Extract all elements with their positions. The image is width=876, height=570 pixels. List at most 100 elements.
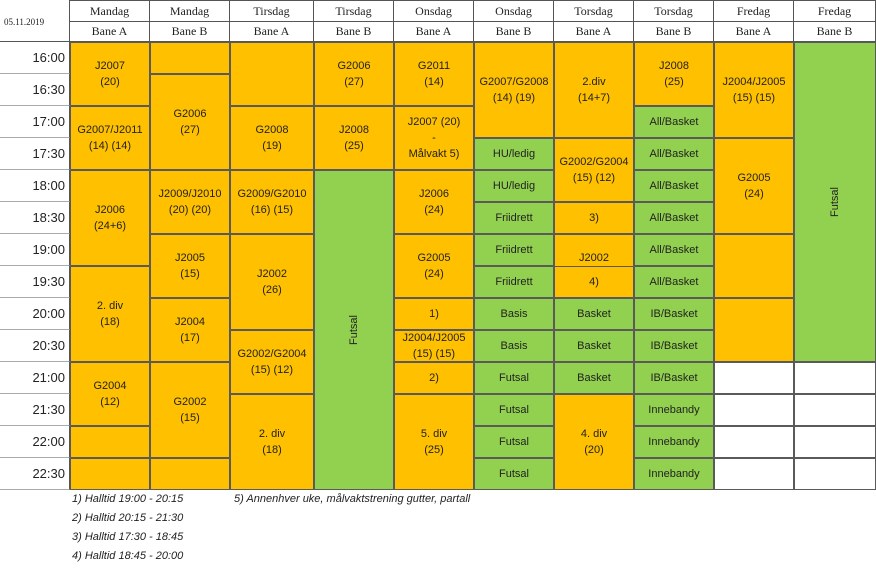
empty-booking-cell (714, 394, 794, 426)
booking-cell: Innebandy (634, 394, 714, 426)
booking-text: Innebandy (648, 404, 700, 416)
column-header-day: Onsdag (474, 0, 554, 22)
booking-cell: J2005 (15) (150, 234, 230, 298)
footnote: 4) Halltid 18:45 - 20:00 (72, 550, 184, 562)
booking-text: (14+7) (577, 92, 611, 104)
empty-booking-cell (150, 458, 230, 490)
booking-cell: 2. div (18) (70, 266, 150, 362)
booking-text: (25) (664, 76, 684, 88)
booking-cell: Basket (554, 362, 634, 394)
booking-cell: G2009/G2010 (16) (15) (230, 170, 314, 234)
booking-cell: G2005 (24) (714, 138, 794, 234)
booking-text: J2004/J2005 (402, 332, 466, 344)
booking-text: J2009/J2010 (158, 188, 222, 200)
booking-text: Basis (500, 340, 528, 352)
column-header-day: Mandag (70, 0, 150, 22)
booking-cell: G2006 (27) (314, 42, 394, 106)
column-header-bane: Bane B (794, 22, 876, 42)
booking-cell: J2007 (20) - Målvakt 5) (394, 106, 474, 170)
booking-text: (24) (424, 204, 444, 216)
booking-text: (26) (262, 284, 282, 296)
booking-cell: G2002/G2004 (15) (12) (230, 330, 314, 394)
booking-text: (24) (424, 268, 444, 280)
column-header-day: Onsdag (394, 0, 474, 22)
booking-cell: All/Basket (634, 138, 714, 170)
booking-text: G2002/G2004 (559, 156, 629, 168)
column-header-bane: Bane B (474, 22, 554, 42)
empty-booking-cell (794, 362, 876, 394)
column-header-day: Tirsdag (314, 0, 394, 22)
booking-text: 2. div (96, 300, 124, 312)
booking-cell: J2006 (24+6) (70, 170, 150, 266)
booking-cell: IB/Basket (634, 330, 714, 362)
booking-text: 2.div (582, 76, 606, 88)
column-header-bane: Bane A (230, 22, 314, 42)
booking-text: G2005 (417, 252, 451, 264)
booking-text: (15) (12) (572, 172, 616, 184)
time-label: 20:00 (0, 298, 70, 330)
footnote: 3) Halltid 17:30 - 18:45 (72, 531, 184, 543)
booking-cell: IB/Basket (634, 362, 714, 394)
empty-booking-cell (714, 234, 794, 298)
booking-text: (27) (180, 124, 200, 136)
booking-text: (20) (584, 444, 604, 456)
booking-cell: J2004/J2005 (15) (15) (394, 330, 474, 362)
booking-cell: Friidrett (474, 202, 554, 234)
booking-text: G2006 (337, 60, 371, 72)
booking-text: All/Basket (649, 244, 699, 256)
booking-cell: Innebandy (634, 458, 714, 490)
booking-text: (12) (100, 396, 120, 408)
booking-text: G2009/G2010 (237, 188, 307, 200)
empty-booking-cell (714, 458, 794, 490)
booking-text: 1) (429, 308, 439, 320)
booking-text: Futsal (348, 315, 360, 345)
empty-booking-cell (794, 426, 876, 458)
booking-text: (14) (424, 76, 444, 88)
booking-text: J2008 (339, 124, 369, 136)
booking-cell: J2006 (24) (394, 170, 474, 234)
booking-text: G2007/G2008 (479, 76, 549, 88)
booking-text: Basket (577, 340, 611, 352)
footnote: 1) Halltid 19:00 - 20:15 (72, 493, 184, 505)
column-header-bane: Bane A (554, 22, 634, 42)
time-label: 18:00 (0, 170, 70, 202)
booking-text: (16) (15) (250, 204, 294, 216)
column-header-bane: Bane B (150, 22, 230, 42)
booking-text: (25) (344, 140, 364, 152)
booking-text: Innebandy (648, 468, 700, 480)
booking-cell: 4) (554, 266, 634, 298)
booking-text: Friidrett (495, 212, 533, 224)
booking-text: Futsal (499, 468, 529, 480)
booking-cell: All/Basket (634, 266, 714, 298)
booking-text: (17) (180, 332, 200, 344)
booking-cell: HU/ledig (474, 170, 554, 202)
booking-cell: G2005 (24) (394, 234, 474, 298)
booking-text: J2006 (419, 188, 449, 200)
booking-cell: G2002/G2004 (15) (12) (554, 138, 634, 202)
booking-text: (14) (19) (492, 92, 536, 104)
booking-text: 5. div (420, 428, 448, 440)
booking-cell: Futsal (314, 170, 394, 490)
footnote: 5) Annenhver uke, målvaktstrening gutter… (234, 493, 471, 505)
booking-cell: 2.div (14+7) (554, 42, 634, 138)
booking-cell: J2008 (25) (314, 106, 394, 170)
booking-cell: G2007/G2008 (14) (19) (474, 42, 554, 138)
empty-booking-cell (794, 458, 876, 490)
booking-text: (18) (262, 444, 282, 456)
booking-text: (15) (180, 412, 200, 424)
date-header-cell: 05.11.2019 (0, 0, 70, 42)
time-label: 19:30 (0, 266, 70, 298)
booking-cell: IB/Basket (634, 298, 714, 330)
booking-cell: Futsal (474, 362, 554, 394)
time-label: 17:00 (0, 106, 70, 138)
booking-text: IB/Basket (650, 372, 698, 384)
booking-text: Basis (500, 308, 528, 320)
time-label: 22:00 (0, 426, 70, 458)
booking-cell: G2002 (15) (150, 362, 230, 458)
booking-cell: 5. div (25) (394, 394, 474, 490)
booking-cell: Futsal (474, 458, 554, 490)
booking-text: Futsal (499, 372, 529, 384)
column-header-day: Fredag (714, 0, 794, 22)
column-header-bane: Bane A (70, 22, 150, 42)
booking-text: (15) (180, 268, 200, 280)
